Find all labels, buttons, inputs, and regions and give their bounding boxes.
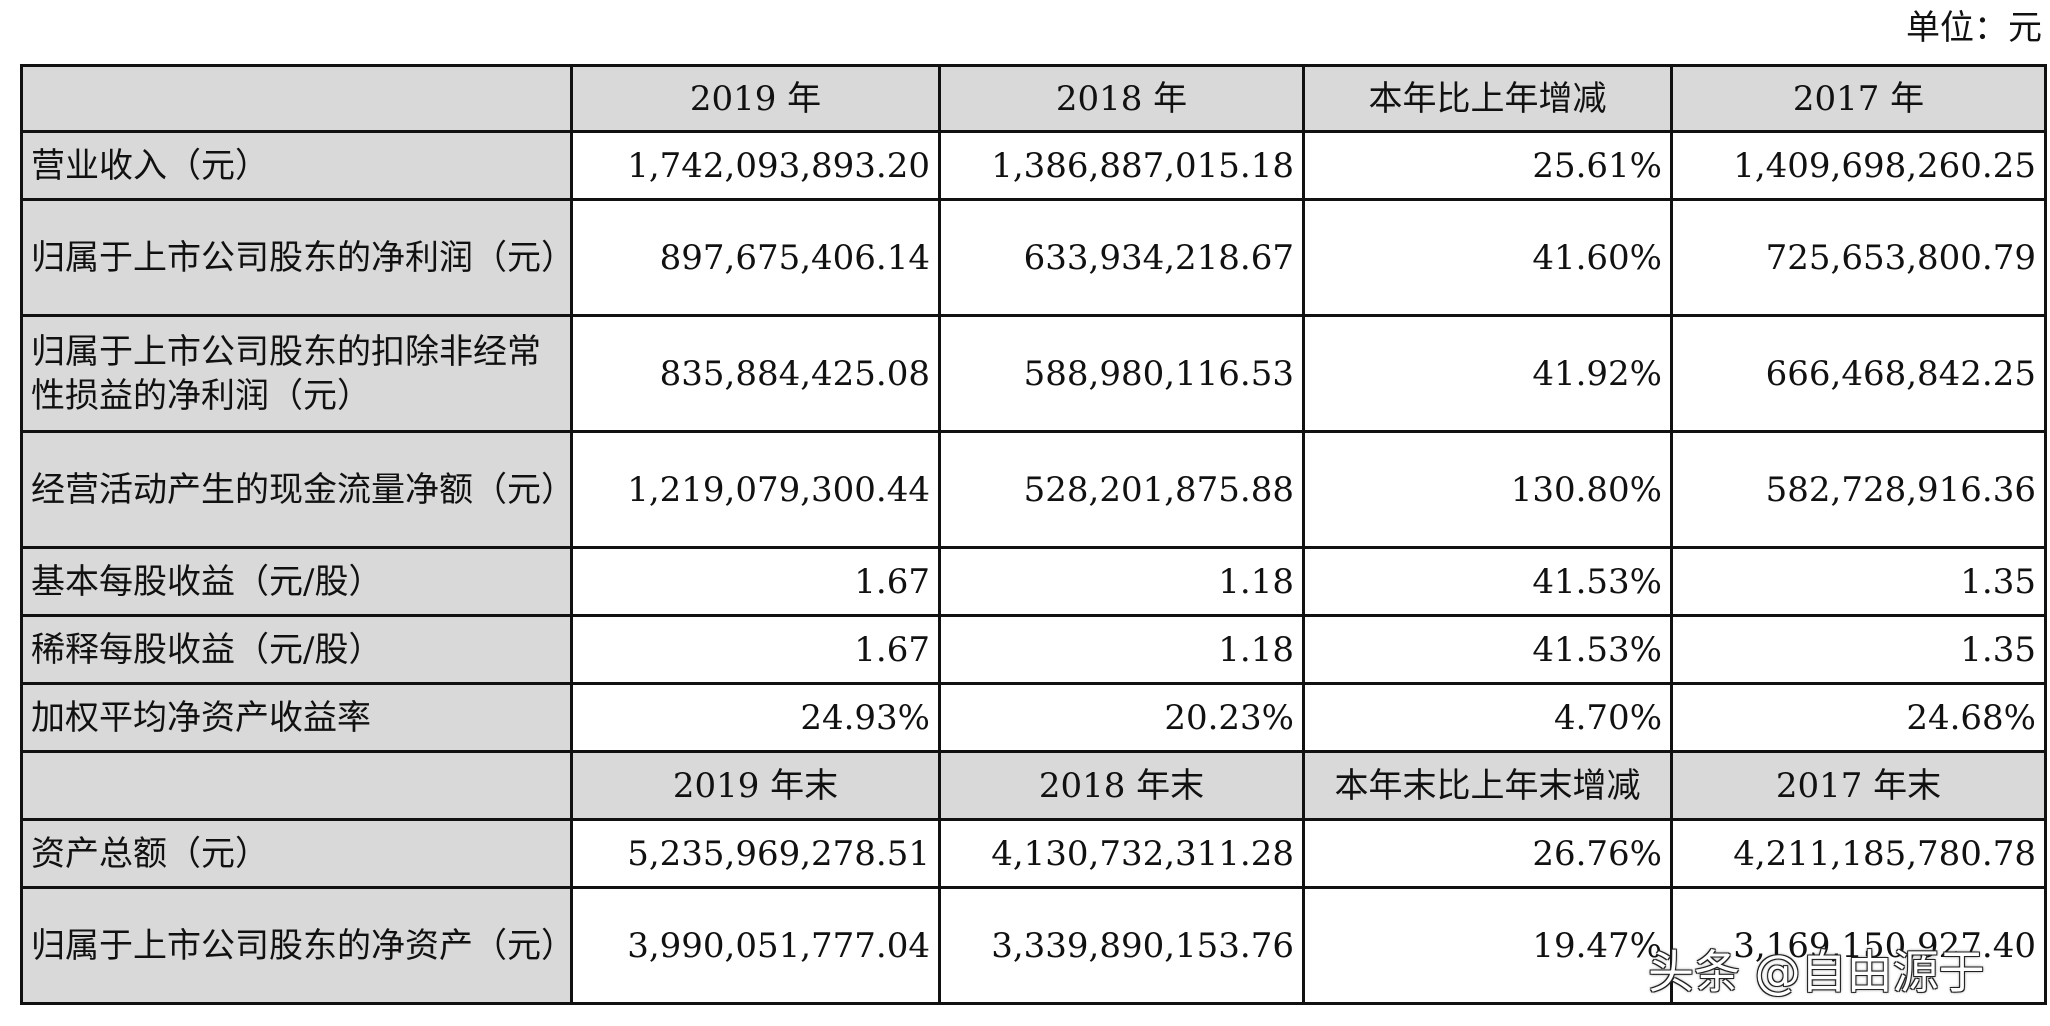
subheader-2018-end: 2018 年末	[938, 750, 1305, 821]
value-change: 41.92%	[1302, 314, 1673, 433]
value-2017: 582,728,916.36	[1670, 430, 2047, 549]
row-label: 资产总额（元）	[20, 818, 573, 889]
table-row: 基本每股收益（元/股） 1.67 1.18 41.53% 1.35	[20, 546, 2047, 617]
table-row: 营业收入（元） 1,742,093,893.20 1,386,887,015.1…	[20, 130, 2047, 201]
watermark: 头条 @自由源于	[1648, 945, 1985, 999]
value-change: 130.80%	[1302, 430, 1673, 549]
table-row: 稀释每股收益（元/股） 1.67 1.18 41.53% 1.35	[20, 614, 2047, 685]
value-2017: 666,468,842.25	[1670, 314, 2047, 433]
row-label: 归属于上市公司股东的净资产（元）	[20, 886, 573, 1005]
header-blank-cell	[20, 64, 573, 133]
row-label: 加权平均净资产收益率	[20, 682, 573, 753]
table-row: 加权平均净资产收益率 24.93% 20.23% 4.70% 24.68%	[20, 682, 2047, 753]
value-2017: 1.35	[1670, 546, 2047, 617]
value-2019: 3,990,051,777.04	[570, 886, 941, 1005]
value-2018: 1.18	[938, 546, 1305, 617]
value-change: 19.47%	[1302, 886, 1673, 1005]
row-label: 稀释每股收益（元/股）	[20, 614, 573, 685]
subheader-blank-cell	[20, 750, 573, 821]
subheader-2019-end: 2019 年末	[570, 750, 941, 821]
value-2017: 725,653,800.79	[1670, 198, 2047, 317]
value-2019: 897,675,406.14	[570, 198, 941, 317]
subheader-2017-end: 2017 年末	[1670, 750, 2047, 821]
value-2017: 1.35	[1670, 614, 2047, 685]
row-label: 归属于上市公司股东的净利润（元）	[20, 198, 573, 317]
value-2019: 24.93%	[570, 682, 941, 753]
value-2018: 3,339,890,153.76	[938, 886, 1305, 1005]
value-change: 41.53%	[1302, 546, 1673, 617]
value-2017: 3,169,150,927.40	[1670, 886, 2047, 1005]
financial-summary-table: 2019 年 2018 年 本年比上年增减 2017 年 营业收入（元） 1,7…	[20, 64, 2047, 1005]
value-2017: 24.68%	[1670, 682, 2047, 753]
row-label: 经营活动产生的现金流量净额（元）	[20, 430, 573, 549]
unit-label: 单位：元	[1906, 8, 2042, 48]
value-2019: 1.67	[570, 546, 941, 617]
header-2018: 2018 年	[938, 64, 1305, 133]
table-row: 经营活动产生的现金流量净额（元） 1,219,079,300.44 528,20…	[20, 430, 2047, 549]
header-2017: 2017 年	[1670, 64, 2047, 133]
value-2017: 1,409,698,260.25	[1670, 130, 2047, 201]
subheader-change: 本年末比上年末增减	[1302, 750, 1673, 821]
value-change: 4.70%	[1302, 682, 1673, 753]
table-row: 归属于上市公司股东的净资产（元） 3,990,051,777.04 3,339,…	[20, 886, 2047, 1005]
value-2018: 633,934,218.67	[938, 198, 1305, 317]
value-2019: 1.67	[570, 614, 941, 685]
value-change: 41.60%	[1302, 198, 1673, 317]
value-2018: 1.18	[938, 614, 1305, 685]
table-row: 归属于上市公司股东的扣除非经常性损益的净利润（元） 835,884,425.08…	[20, 314, 2047, 433]
value-2019: 1,219,079,300.44	[570, 430, 941, 549]
header-2019: 2019 年	[570, 64, 941, 133]
value-2018: 20.23%	[938, 682, 1305, 753]
value-2019: 5,235,969,278.51	[570, 818, 941, 889]
row-label: 基本每股收益（元/股）	[20, 546, 573, 617]
value-2017: 4,211,185,780.78	[1670, 818, 2047, 889]
value-change: 25.61%	[1302, 130, 1673, 201]
value-2019: 1,742,093,893.20	[570, 130, 941, 201]
row-label: 营业收入（元）	[20, 130, 573, 201]
value-2018: 588,980,116.53	[938, 314, 1305, 433]
header-change: 本年比上年增减	[1302, 64, 1673, 133]
value-2018: 4,130,732,311.28	[938, 818, 1305, 889]
value-change: 41.53%	[1302, 614, 1673, 685]
table-row: 归属于上市公司股东的净利润（元） 897,675,406.14 633,934,…	[20, 198, 2047, 317]
table-subheader-row: 2019 年末 2018 年末 本年末比上年末增减 2017 年末	[20, 750, 2047, 821]
table-header-row: 2019 年 2018 年 本年比上年增减 2017 年	[20, 64, 2047, 133]
table-row: 资产总额（元） 5,235,969,278.51 4,130,732,311.2…	[20, 818, 2047, 889]
value-2018: 1,386,887,015.18	[938, 130, 1305, 201]
value-change: 26.76%	[1302, 818, 1673, 889]
row-label: 归属于上市公司股东的扣除非经常性损益的净利润（元）	[20, 314, 573, 433]
value-2019: 835,884,425.08	[570, 314, 941, 433]
value-2018: 528,201,875.88	[938, 430, 1305, 549]
